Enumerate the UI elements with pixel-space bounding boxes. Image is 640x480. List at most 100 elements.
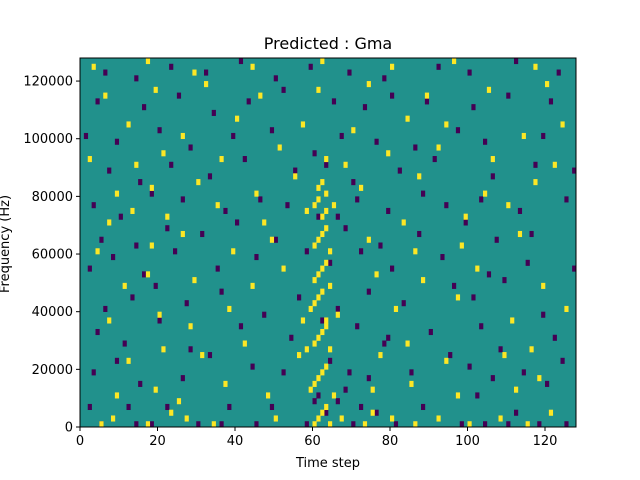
heatmap-cell-high [525, 421, 530, 428]
heatmap-cell-high [312, 277, 317, 284]
heatmap-cell-high [192, 69, 197, 76]
heatmap-cell-high [351, 127, 356, 134]
heatmap-cell-high [99, 421, 104, 428]
heatmap-cell-high [145, 271, 151, 278]
heatmap-cell-low [207, 173, 213, 180]
y-axis-label: Frequency (Hz) [0, 195, 13, 293]
heatmap-cell-high [316, 415, 321, 422]
y-tick-label: 40000 [32, 305, 73, 320]
heatmap-cell-high [316, 375, 321, 382]
heatmap-cell-high [242, 340, 247, 347]
heatmap-cell-high [366, 81, 371, 88]
heatmap-cell-high [424, 92, 430, 99]
heatmap-cell-low [87, 403, 92, 411]
heatmap-cell-low [324, 161, 329, 168]
heatmap-cell-low [359, 403, 364, 411]
heatmap-cell-high [459, 242, 464, 249]
heatmap-cell-low [366, 288, 371, 295]
heatmap-cell-high [328, 421, 333, 428]
heatmap-cell-low [138, 380, 143, 387]
heatmap-cell-high [455, 392, 461, 399]
heatmap-cell-high [463, 213, 468, 220]
heatmap-cell-low [293, 167, 298, 174]
heatmap-cell-high [486, 86, 492, 93]
heatmap-cell-high [324, 190, 329, 197]
heatmap-cell-low [87, 265, 92, 272]
heatmap-cell-low [335, 398, 340, 405]
heatmap-cell-low [254, 421, 259, 428]
heatmap-cell-low [157, 317, 162, 324]
heatmap-cell-high [564, 305, 569, 312]
heatmap-cell-high [87, 156, 92, 163]
heatmap-cell-high [126, 121, 131, 128]
heatmap-cell-low [537, 421, 542, 428]
plot-frame [79, 57, 577, 428]
heatmap-cell-low [324, 409, 329, 416]
heatmap-cell-low [514, 409, 519, 416]
heatmap-cell-low [219, 421, 224, 428]
heatmap-cell-high [324, 156, 329, 163]
heatmap-cell-high [413, 421, 418, 428]
heatmap-cell-low [343, 225, 348, 232]
heatmap-cell-low [269, 127, 275, 134]
heatmap-cell-low [149, 421, 154, 428]
x-tick-label: 120 [533, 434, 558, 449]
heatmap-cell-high [196, 179, 201, 186]
heatmap-cell-high [320, 58, 325, 65]
heatmap-cell-low [254, 254, 259, 261]
heatmap-cell-high [235, 115, 240, 122]
heatmap-cell-high [517, 230, 523, 238]
heatmap-cell-low [521, 369, 526, 376]
heatmap-cell-high [378, 352, 383, 359]
heatmap-cell-low [564, 421, 569, 428]
heatmap-cell-high [339, 415, 344, 422]
heatmap-cell-high [483, 190, 488, 197]
heatmap-cell-low [188, 144, 193, 151]
heatmap-cell-low [424, 98, 430, 105]
heatmap-cell-high [153, 86, 158, 93]
heatmap-cell-low [541, 132, 546, 140]
heatmap-cell-low [200, 230, 205, 238]
heatmap-cell-low [250, 363, 255, 370]
heatmap-cell-low [153, 282, 158, 289]
y-tick-label: 100000 [23, 132, 73, 147]
heatmap-cell-low [382, 340, 387, 347]
heatmap-cell-high [316, 236, 321, 243]
heatmap-cell-low [393, 421, 399, 428]
heatmap-cell-low [331, 98, 337, 105]
heatmap-cell-low [316, 392, 321, 399]
heatmap-cell-high [114, 392, 120, 399]
heatmap-cell-high [297, 352, 302, 359]
heatmap-cell-low [188, 346, 193, 353]
heatmap-cell-high [316, 334, 321, 341]
heatmap-cell-low [328, 259, 333, 266]
heatmap-cell-low [471, 294, 476, 301]
heatmap-cell-low [382, 75, 387, 82]
heatmap-cell-high [316, 184, 321, 191]
heatmap-cell-high [293, 173, 298, 180]
heatmap-cell-high [312, 300, 317, 307]
heatmap-cell-low [347, 369, 352, 376]
x-tick-label: 40 [227, 434, 244, 449]
heatmap-cell-low [281, 86, 286, 93]
heatmap-cell-low [126, 403, 131, 411]
heatmap-cell-low [95, 328, 100, 336]
heatmap-cell-low [130, 294, 135, 301]
heatmap-cell-low [494, 236, 499, 243]
heatmap-cell-low [134, 421, 139, 428]
heatmap-cell-high [510, 317, 515, 324]
heatmap-cell-high [541, 282, 546, 289]
heatmap-cell-high [390, 415, 395, 422]
heatmap-cell-low [304, 248, 309, 255]
heatmap-cell-low [475, 392, 480, 399]
heatmap-cell-low [498, 346, 503, 353]
heatmap-cell-low [386, 207, 391, 214]
heatmap-cell-high [324, 259, 329, 266]
heatmap-cell-low [421, 403, 426, 411]
heatmap-cell-high [343, 161, 348, 168]
heatmap-cell-high [192, 277, 197, 284]
heatmap-cell-low [246, 98, 251, 105]
heatmap-cell-high [331, 202, 337, 209]
heatmap-cell-high [111, 415, 116, 422]
